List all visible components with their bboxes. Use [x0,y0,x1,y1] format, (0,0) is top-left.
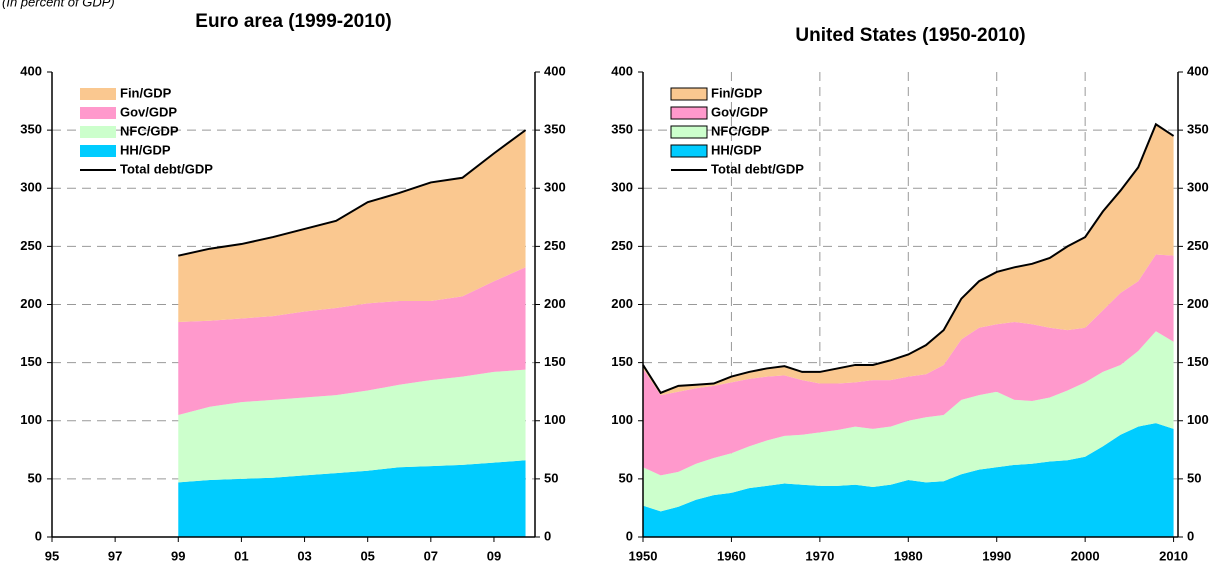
y2-tick-label: 200 [544,296,566,311]
chart-title: United States (1950-2010) [795,25,1025,46]
y-tick-label: 350 [20,122,42,137]
x-tick-label: 95 [45,548,59,563]
x-tick-label: 99 [171,548,185,563]
y-tick-label: 150 [611,354,633,369]
y2-tick-label: 100 [1187,412,1209,427]
y-tick-label: 0 [626,528,633,543]
x-tick-label: 05 [360,548,374,563]
y2-tick-label: 150 [1187,354,1209,369]
x-tick-label: 1990 [982,548,1011,563]
x-tick-label: 01 [234,548,248,563]
y2-tick-label: 400 [1187,63,1209,78]
y-tick-label: 100 [611,412,633,427]
y2-tick-label: 250 [1187,238,1209,253]
y-tick-label: 400 [611,63,633,78]
y2-tick-label: 0 [544,528,551,543]
y2-tick-label: 300 [1187,180,1209,195]
x-tick-label: 1950 [629,548,658,563]
y-tick-label: 200 [20,296,42,311]
x-tick-label: 2010 [1159,548,1188,563]
y2-tick-label: 300 [544,180,566,195]
x-tick-label: 2000 [1071,548,1100,563]
y-tick-label: 250 [20,238,42,253]
subtitle: (In percent of GDP) [2,0,115,9]
y2-tick-label: 50 [1187,470,1201,485]
line [178,129,527,257]
area [178,369,526,483]
legend-swatch [670,144,708,158]
y2-tick-label: 200 [1187,296,1209,311]
legend-swatch [670,106,708,120]
chart-title: Euro area (1999-2010) [195,11,391,32]
legend-label: Gov/GDP [120,104,177,119]
legend-swatch [80,126,116,138]
legend-swatch [80,145,116,157]
line [642,122,1175,395]
area [643,331,1174,512]
y2-tick-label: 0 [1187,528,1194,543]
area [178,130,526,322]
area [178,460,526,537]
y-tick-label: 0 [35,528,42,543]
x-tick-label: 97 [108,548,122,563]
x-tick-label: 1960 [717,548,746,563]
x-tick-label: 1980 [894,548,923,563]
area [178,267,526,415]
x-tick-label: 07 [424,548,438,563]
legend-label: NFC/GDP [120,123,179,138]
legend-label: Total debt/GDP [120,161,213,176]
legend-label: NFC/GDP [711,123,770,138]
y-tick-label: 200 [611,296,633,311]
legend-label: Gov/GDP [711,104,768,119]
y-tick-label: 350 [611,122,633,137]
legend-swatch [670,125,708,139]
legend-label: HH/GDP [120,142,171,157]
x-tick-label: 03 [297,548,311,563]
x-tick-label: 09 [487,548,501,563]
y-tick-label: 300 [20,180,42,195]
y-tick-label: 150 [20,354,42,369]
y-tick-label: 50 [619,470,633,485]
y-tick-label: 300 [611,180,633,195]
y-tick-label: 250 [611,238,633,253]
legend-label: Total debt/GDP [711,161,804,176]
legend-label: HH/GDP [711,142,762,157]
area [643,124,1174,396]
legend-label: Fin/GDP [120,85,172,100]
legend-swatch [670,87,708,101]
legend-label: Fin/GDP [711,85,763,100]
legend-swatch [80,107,116,119]
y2-tick-label: 250 [544,238,566,253]
legend-swatch [80,88,116,100]
y-tick-label: 100 [20,412,42,427]
y2-tick-label: 50 [544,470,558,485]
y2-tick-label: 400 [544,63,566,78]
x-tick-label: 1970 [805,548,834,563]
y2-tick-label: 150 [544,354,566,369]
y2-tick-label: 350 [1187,122,1209,137]
y-tick-label: 50 [28,470,42,485]
y2-tick-label: 100 [544,412,566,427]
y2-tick-label: 350 [544,122,566,137]
y-tick-label: 400 [20,63,42,78]
area [643,254,1174,476]
